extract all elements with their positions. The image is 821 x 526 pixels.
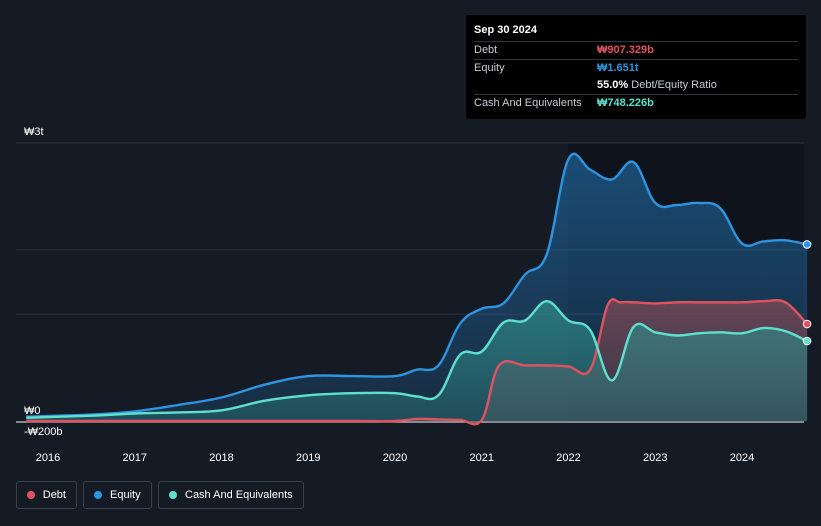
tooltip-equity-value: ₩1.651t <box>597 62 639 74</box>
tooltip-panel: Sep 30 2024 Debt ₩907.329b Equity ₩1.651… <box>466 15 806 119</box>
x-tick-label: 2023 <box>643 452 667 464</box>
y-tick-label: ₩3t <box>24 126 44 138</box>
y-tick-label: -₩200b <box>24 426 63 438</box>
x-tick-label: 2016 <box>36 452 60 464</box>
cash-and-equivalents-end-marker <box>802 336 812 346</box>
tooltip-debt-value: ₩907.329b <box>597 44 654 56</box>
y-tick-label: ₩0 <box>24 405 41 417</box>
tooltip-row-equity: Equity ₩1.651t <box>474 59 798 77</box>
tooltip-ratio-label: Debt/Equity Ratio <box>631 79 717 91</box>
debt-end-marker <box>802 319 812 329</box>
x-tick-label: 2017 <box>123 452 147 464</box>
debt-dot-icon <box>27 491 35 499</box>
x-tick-label: 2021 <box>470 452 494 464</box>
x-tick-label: 2024 <box>730 452 754 464</box>
tooltip-row-cash: Cash And Equivalents ₩748.226b <box>474 94 798 112</box>
tooltip-date: Sep 30 2024 <box>474 24 537 36</box>
legend-item-equity[interactable]: Equity <box>83 481 152 509</box>
legend-debt-label: Debt <box>42 489 66 501</box>
equity-line <box>26 152 808 418</box>
tooltip-row-debt: Debt ₩907.329b <box>474 41 798 59</box>
cash-and-equivalents-area <box>26 301 808 421</box>
x-tick-label: 2022 <box>556 452 580 464</box>
tooltip-equity-label: Equity <box>474 62 505 74</box>
legend-cash-label: Cash And Equivalents <box>185 489 293 501</box>
legend-equity-label: Equity <box>110 489 141 501</box>
tooltip-debt-label: Debt <box>474 44 498 56</box>
tooltip-row-ratio: 55.0% Debt/Equity Ratio <box>474 77 798 94</box>
equity-dot-icon <box>94 491 102 499</box>
debt-line <box>26 298 808 426</box>
x-tick-label: 2019 <box>296 452 320 464</box>
x-tick-label: 2018 <box>209 452 233 464</box>
legend-item-debt[interactable]: Debt <box>16 481 77 509</box>
x-tick-label: 2020 <box>383 452 407 464</box>
equity-end-marker <box>802 240 812 249</box>
tooltip-cash-label: Cash And Equivalents <box>474 97 582 109</box>
cash-and-equivalents-line <box>26 300 808 419</box>
legend-item-cash[interactable]: Cash And Equivalents <box>158 481 304 509</box>
tooltip-cash-value: ₩748.226b <box>597 97 654 109</box>
cash-dot-icon <box>169 491 177 499</box>
tooltip-ratio-value: 55.0% <box>597 79 629 91</box>
